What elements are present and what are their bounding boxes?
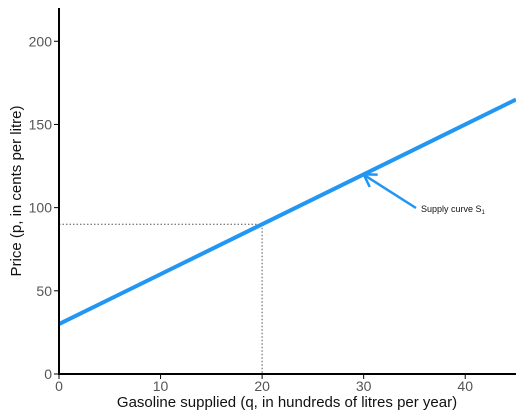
x-axis-ticks: 0 10 20 30 40 (55, 374, 473, 394)
y-tick-label: 100 (29, 200, 53, 216)
annotation-label-subscript: 1 (482, 210, 486, 216)
y-tick-label: 150 (29, 116, 53, 132)
y-tick-label: 0 (44, 366, 52, 382)
series-line-supply-curve (58, 97, 516, 326)
x-tick-label: 30 (356, 378, 372, 394)
annotation-label: Supply curve S1 (421, 204, 486, 216)
x-tick-label: 10 (153, 378, 169, 394)
y-axis-ticks: 0 50 100 150 200 (29, 33, 59, 382)
y-tick-label: 50 (36, 283, 52, 299)
y-tick-label: 200 (29, 33, 53, 49)
plot-area (58, 97, 516, 374)
x-axis-title: Gasoline supplied (q, in hundreds of lit… (117, 394, 457, 411)
annotation-arrow-shaft (363, 174, 417, 210)
annotation-label-text: Supply curve S (421, 204, 482, 214)
supply-curve-annotation: Supply curve S1 (361, 173, 486, 216)
x-tick-label: 20 (254, 378, 270, 394)
x-tick-label: 40 (457, 378, 473, 394)
y-axis-title: Price (p, in cents per litre) (8, 106, 25, 277)
annotation-arrow-head (361, 173, 378, 188)
x-tick-label: 0 (55, 378, 63, 394)
